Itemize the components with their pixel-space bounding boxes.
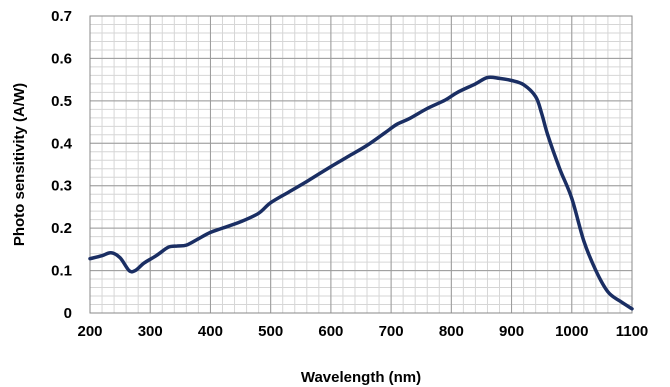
- x-tick-label: 600: [318, 323, 343, 340]
- y-tick-label: 0.7: [51, 8, 72, 25]
- x-tick-label: 500: [258, 323, 283, 340]
- y-axis-title: Photo sensitivity (A/W): [11, 83, 28, 246]
- x-tick-label: 300: [138, 323, 163, 340]
- y-tick-label: 0.4: [51, 135, 73, 152]
- series-line: [88, 75, 634, 311]
- x-tick-label: 700: [379, 323, 404, 340]
- x-axis-title: Wavelength (nm): [301, 369, 421, 386]
- y-tick-label: 0.6: [51, 50, 72, 67]
- y-tick-label: 0.1: [51, 263, 72, 280]
- x-tick-label: 800: [439, 323, 464, 340]
- y-tick-label: 0.2: [51, 220, 72, 237]
- x-tick-label: 1100: [616, 323, 649, 340]
- plot-frame: [89, 15, 633, 314]
- x-tick-label: 200: [77, 323, 102, 340]
- x-tick-label: 400: [198, 323, 223, 340]
- y-tick-label: 0: [64, 305, 72, 322]
- y-tick-label: 0.5: [51, 93, 72, 110]
- x-tick-label: 1000: [555, 323, 588, 340]
- x-tick-label: 900: [499, 323, 524, 340]
- y-tick-label: 0.3: [51, 178, 72, 195]
